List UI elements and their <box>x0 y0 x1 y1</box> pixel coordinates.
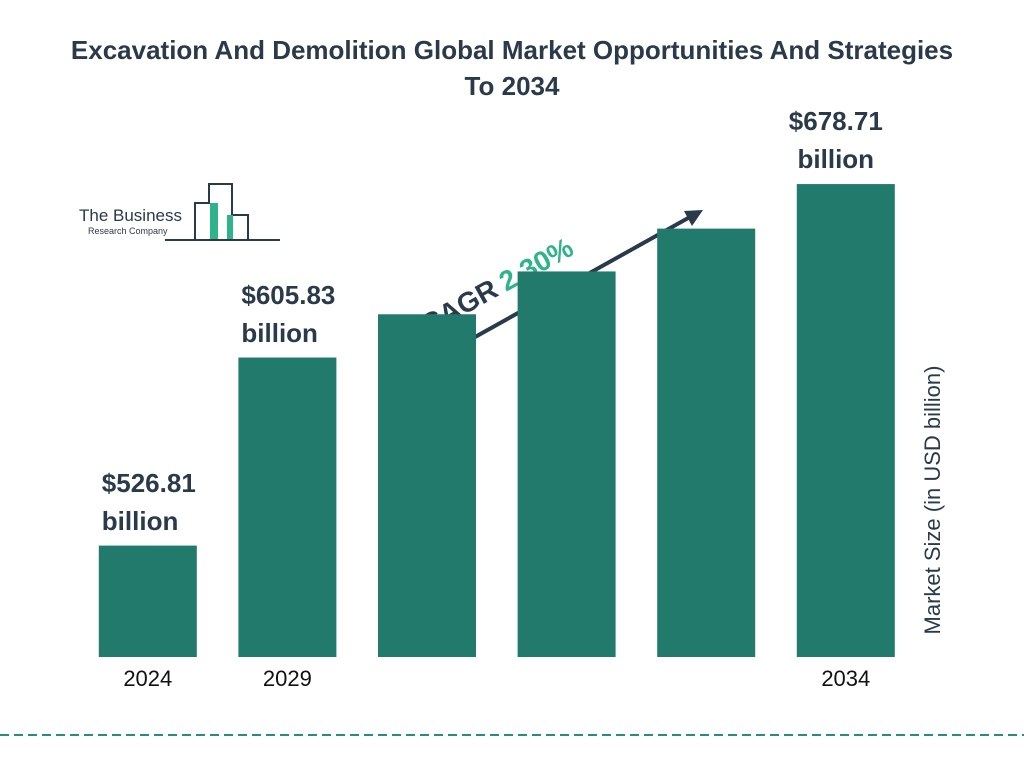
x-tick-label: 2029 <box>263 666 312 691</box>
chart-title: Excavation And Demolition Global Market … <box>70 35 954 101</box>
value-label: $678.71 billion <box>788 106 883 175</box>
bar <box>796 184 895 658</box>
bar <box>238 357 337 657</box>
bar <box>657 228 756 657</box>
brand-name: The Business <box>79 206 182 225</box>
value-label: $526.81 billion <box>101 467 196 536</box>
bar <box>517 271 616 657</box>
x-tick-label: 2034 <box>821 666 870 691</box>
x-tick-label: 2024 <box>123 666 172 691</box>
bar <box>98 545 197 657</box>
logo: The Business Research Company <box>79 183 280 241</box>
brand-tagline: Research Company <box>88 226 168 236</box>
bar <box>378 314 476 657</box>
value-label: $605.83 billion <box>241 279 336 348</box>
y-axis-label: Market Size (in USD billion) <box>920 366 945 635</box>
